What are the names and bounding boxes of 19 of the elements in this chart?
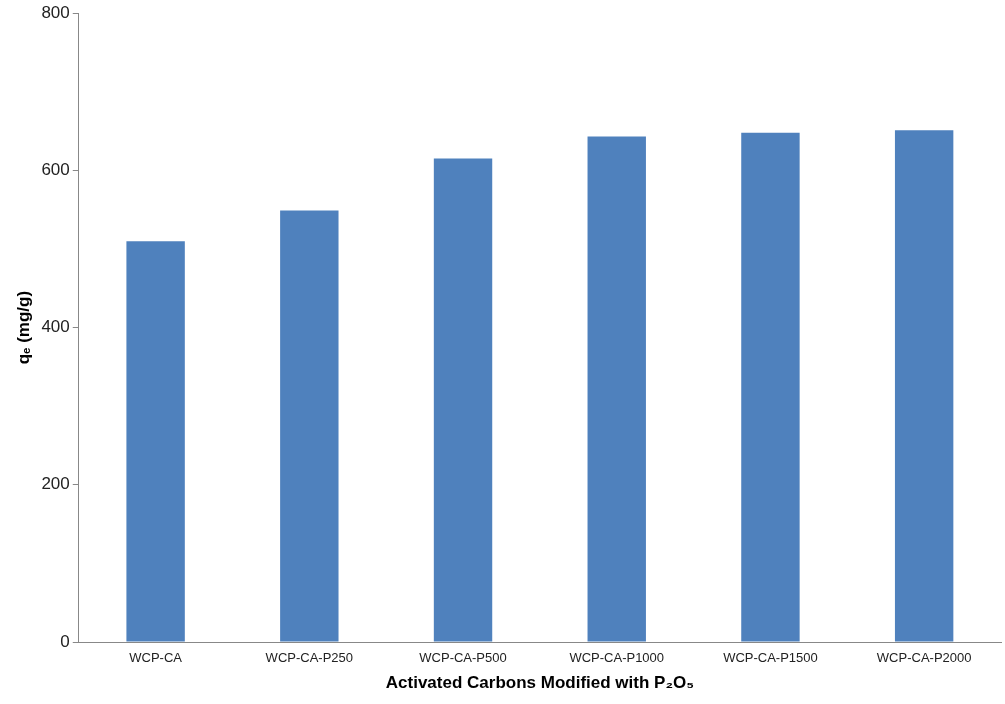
bar [126,241,185,642]
x-tick-label: WCP-CA-P1000 [569,650,665,666]
x-tick-label: WCP-CA-P2000 [876,650,972,666]
y-tick-label: 0 [60,631,70,651]
y-tick-label: 200 [41,474,70,494]
x-tick-label: WCP-CA-P1500 [723,650,818,666]
y-tick-label: 600 [41,160,70,180]
x-tick-label: WCP-CA-P500 [419,650,507,666]
y-axis-title: qₑ (mg/g) [13,290,33,365]
x-axis-title: Activated Carbons Modified with P₂O₅ [385,673,694,693]
bar [433,158,493,642]
bar [741,132,800,642]
bar [280,210,339,642]
x-tick-label: WCP-CA [129,650,183,666]
bar [587,136,646,642]
y-tick-label: 400 [41,317,70,337]
y-tick-label: 800 [41,2,70,22]
x-tick-label: WCP-CA-P250 [265,650,354,666]
bar [894,130,954,642]
